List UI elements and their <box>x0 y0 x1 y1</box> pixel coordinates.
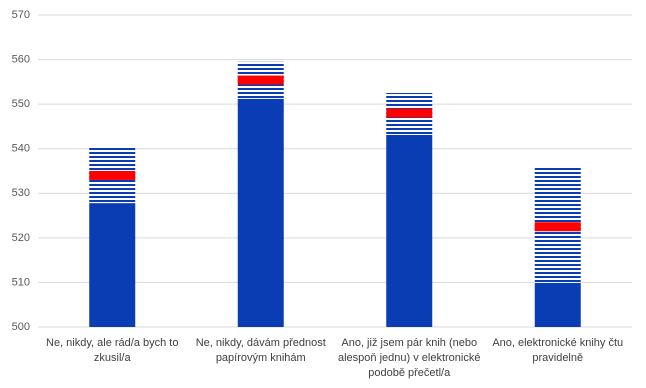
mean-marker <box>237 75 284 85</box>
y-tick-label: 510 <box>12 276 30 288</box>
mean-marker <box>386 108 433 118</box>
x-tick-label: Ne, nikdy, dávám přednost papírovým knih… <box>195 337 326 364</box>
bar <box>534 282 581 327</box>
y-tick-label: 550 <box>12 98 30 110</box>
y-tick-label: 560 <box>12 53 30 65</box>
y-tick-label: 500 <box>12 321 30 333</box>
x-tick-label: Ne, nikdy, ale rád/a bych to zkusil/a <box>46 337 179 364</box>
bar <box>89 203 136 327</box>
x-tick-label: Ano, elektronické knihy čtu pravidelně <box>492 337 624 364</box>
bar <box>237 98 284 328</box>
bar <box>386 134 433 327</box>
y-tick-label: 530 <box>12 187 30 199</box>
y-tick-label: 520 <box>12 232 30 244</box>
y-tick-label: 570 <box>12 9 30 21</box>
y-tick-label: 540 <box>12 143 30 155</box>
mean-marker <box>89 170 136 180</box>
x-tick-label: Ano, již jsem pár knih (nebo alespoň jed… <box>338 337 481 379</box>
mean-marker <box>534 222 581 232</box>
